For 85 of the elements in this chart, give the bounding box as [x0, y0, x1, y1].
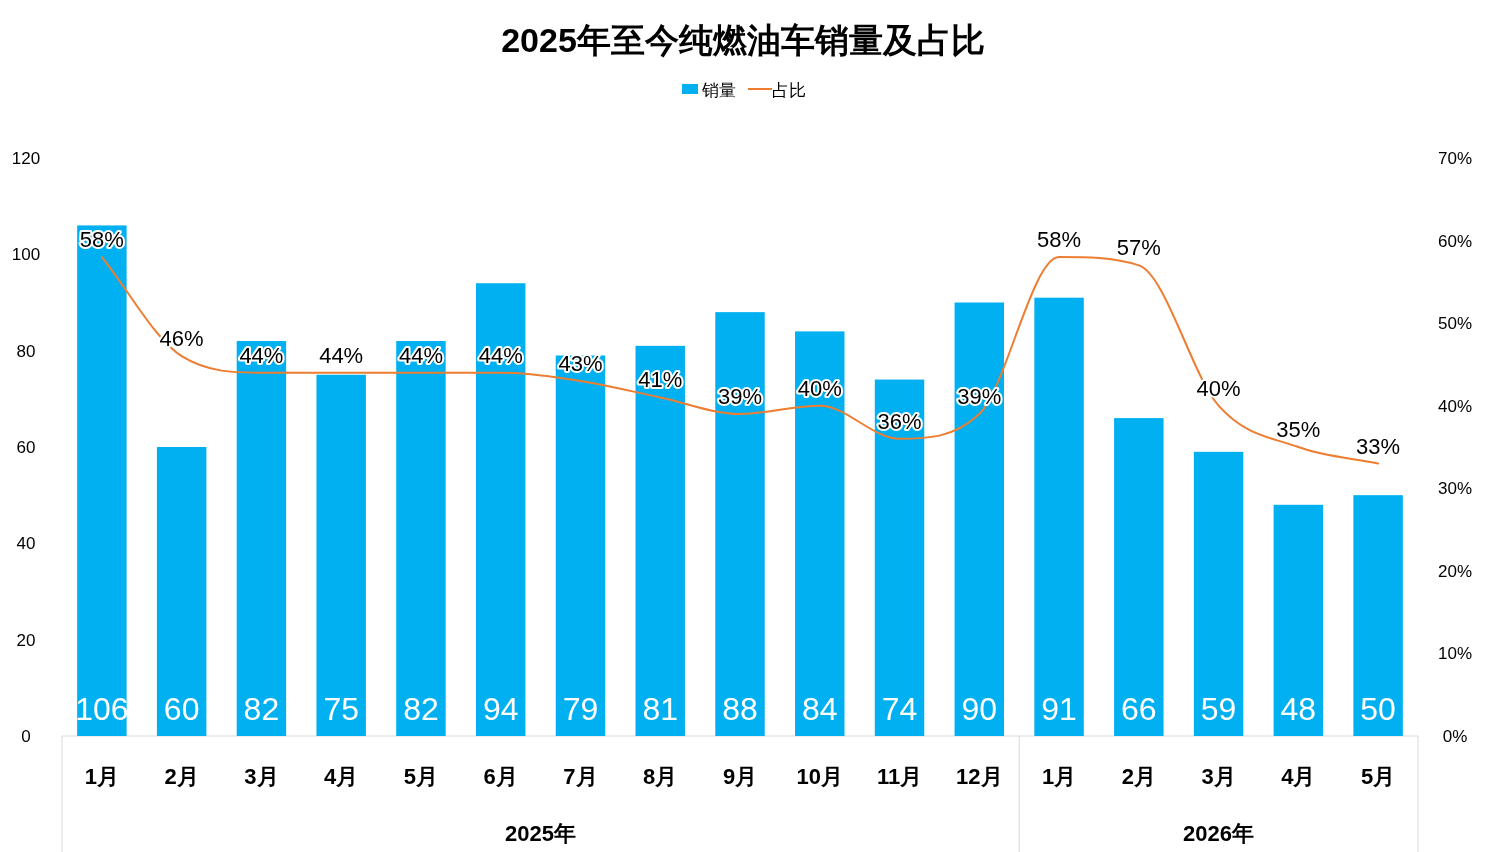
y-tick-label: 80 [16, 341, 36, 361]
data-label: 66 [1121, 691, 1157, 727]
x-tick-label: 8月 [643, 764, 678, 789]
y-tick-label: 40 [16, 534, 36, 554]
data-label: 90 [961, 691, 998, 727]
x-tick-label: 6月 [483, 764, 518, 789]
bar [316, 374, 366, 736]
y-tick-label: 120 [11, 149, 41, 168]
data-label: 57% [1116, 235, 1161, 261]
x-tick-label: 9月 [722, 764, 758, 789]
y-tick-label: 0 [21, 727, 31, 746]
data-label: 43% [558, 350, 603, 376]
y2-tick-label: 50% [1437, 314, 1473, 334]
data-label: 82 [403, 691, 439, 727]
x-tick-label: 2月 [164, 764, 199, 789]
legend-label: 占比 [772, 81, 806, 100]
data-label: 44% [478, 342, 523, 368]
y2-tick-label: 20% [1437, 561, 1473, 581]
data-label: 88 [722, 691, 758, 727]
data-label: 44% [239, 342, 284, 368]
data-label: 44% [319, 342, 364, 368]
x-tick-label: 3月 [1201, 764, 1236, 789]
chart-title: 2025年至今纯燃油车销量及占比 [501, 21, 985, 59]
y2-tick-label: 40% [1437, 396, 1473, 416]
data-label: 94 [482, 691, 519, 727]
x-tick-label: 11月 [876, 764, 923, 789]
x-tick-label: 10月 [796, 764, 844, 789]
bar [555, 355, 606, 736]
data-label: 75 [323, 691, 359, 727]
x-tick-label: 7月 [563, 764, 598, 789]
bar [236, 341, 287, 736]
bar [635, 345, 685, 736]
bar [1034, 297, 1084, 736]
data-label: 60 [163, 691, 200, 727]
bar [1353, 495, 1403, 736]
legend-label: 销量 [701, 81, 736, 100]
data-label: 36% [877, 408, 922, 434]
y-tick-label: 20 [16, 630, 36, 650]
y2-tick-label: 0% [1442, 727, 1468, 746]
bar [156, 447, 207, 736]
data-label: 35% [1276, 417, 1321, 442]
x-tick-label: 4月 [324, 764, 359, 789]
data-label: 41% [638, 367, 683, 393]
y2-tick-label: 70% [1437, 149, 1473, 168]
x-tick-label: 4月 [1281, 764, 1316, 789]
x-tick-label: 12月 [956, 764, 1003, 789]
data-label: 40% [797, 375, 842, 401]
data-label: 50 [1360, 691, 1396, 727]
bar [715, 312, 765, 736]
bar [954, 302, 1005, 736]
bar [1114, 418, 1164, 736]
y2-tick-label: 30% [1437, 479, 1473, 499]
y2-tick-label: 60% [1437, 231, 1473, 251]
bar [1273, 504, 1324, 736]
x-tick-label: 5月 [1360, 764, 1396, 789]
text: 2026年 [1183, 821, 1255, 846]
data-label: 59 [1200, 691, 1237, 727]
y-tick-label: 100 [11, 245, 41, 265]
x-tick-label: 1月 [1041, 764, 1077, 789]
bar [795, 331, 845, 736]
x-tick-label: 3月 [244, 764, 279, 789]
data-label: 79 [562, 691, 599, 727]
data-label: 39% [717, 383, 763, 409]
x-tick-label: 1月 [84, 764, 120, 789]
data-label: 33% [1356, 433, 1401, 459]
data-label: 106 [75, 691, 129, 727]
data-label: 44% [398, 342, 443, 368]
bar [475, 283, 526, 736]
bar [77, 225, 127, 736]
data-label: 91 [1041, 691, 1077, 727]
data-label: 58% [1037, 227, 1082, 253]
data-label: 58% [79, 227, 124, 253]
y-tick-label: 60 [16, 438, 36, 457]
data-label: 81 [642, 691, 679, 727]
x-tick-label: 5月 [403, 764, 439, 789]
data-label: 82 [243, 691, 280, 727]
bar [874, 379, 925, 736]
y2-tick-label: 10% [1437, 644, 1473, 664]
text: 2025年 [505, 821, 577, 846]
bar [396, 341, 446, 736]
x-tick-label: 2月 [1121, 764, 1156, 789]
bar [1193, 451, 1244, 736]
data-label: 48 [1280, 691, 1317, 727]
data-label: 84 [801, 691, 838, 727]
data-label: 74 [881, 691, 918, 727]
